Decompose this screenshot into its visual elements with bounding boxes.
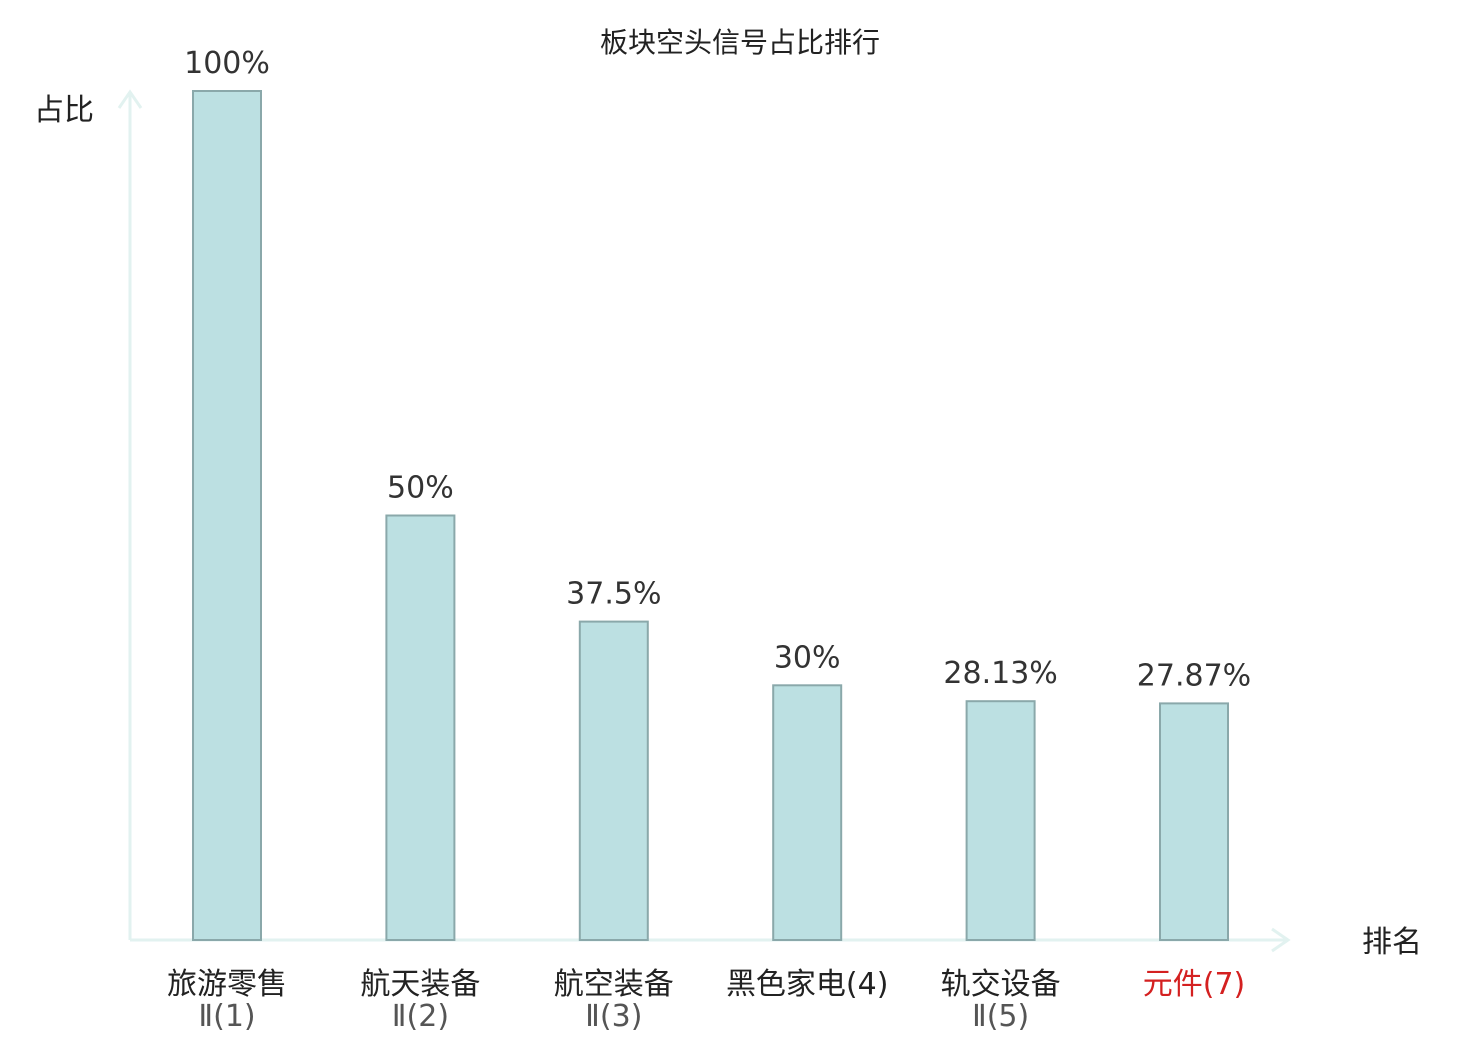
category-label-4: 黑色家电(4): [726, 967, 889, 1002]
category-label-6: 元件(7): [1143, 967, 1246, 1002]
y-axis-label: 占比: [34, 93, 94, 128]
bar-4: [772, 684, 843, 941]
value-labels-group: 100% 50% 37.5% 30% 28.13% 27.87%: [184, 46, 1251, 693]
category-sublabel-3: Ⅱ(3): [585, 999, 642, 1034]
x-axis-label: 排名: [1362, 925, 1422, 960]
bar-3: [578, 620, 649, 941]
bar-2: [385, 514, 456, 941]
value-label-4: 30%: [774, 640, 841, 675]
category-sublabel-1: Ⅱ(1): [198, 999, 255, 1034]
value-label-3: 37.5%: [566, 577, 661, 612]
bars-group: [192, 90, 1229, 942]
category-label-5: 轨交设备: [941, 967, 1061, 1002]
value-label-2: 50%: [387, 471, 454, 506]
bar-1: [192, 90, 262, 941]
chart-title: 板块空头信号占比排行: [600, 26, 880, 59]
y-axis: [117, 89, 143, 940]
bar-6: [1159, 702, 1229, 942]
category-sublabel-5: Ⅱ(5): [972, 999, 1029, 1034]
bar-5: [965, 700, 1036, 942]
value-label-6: 27.87%: [1137, 658, 1251, 693]
category-label-3: 航空装备: [554, 967, 674, 1002]
category-label-1: 旅游零售: [167, 967, 287, 1002]
category-sublabel-2: Ⅱ(2): [392, 999, 449, 1034]
category-label-2: 航天装备: [360, 967, 480, 1002]
x-axis: [130, 927, 1291, 953]
value-label-5: 28.13%: [943, 656, 1057, 691]
value-label-1: 100%: [184, 46, 270, 81]
